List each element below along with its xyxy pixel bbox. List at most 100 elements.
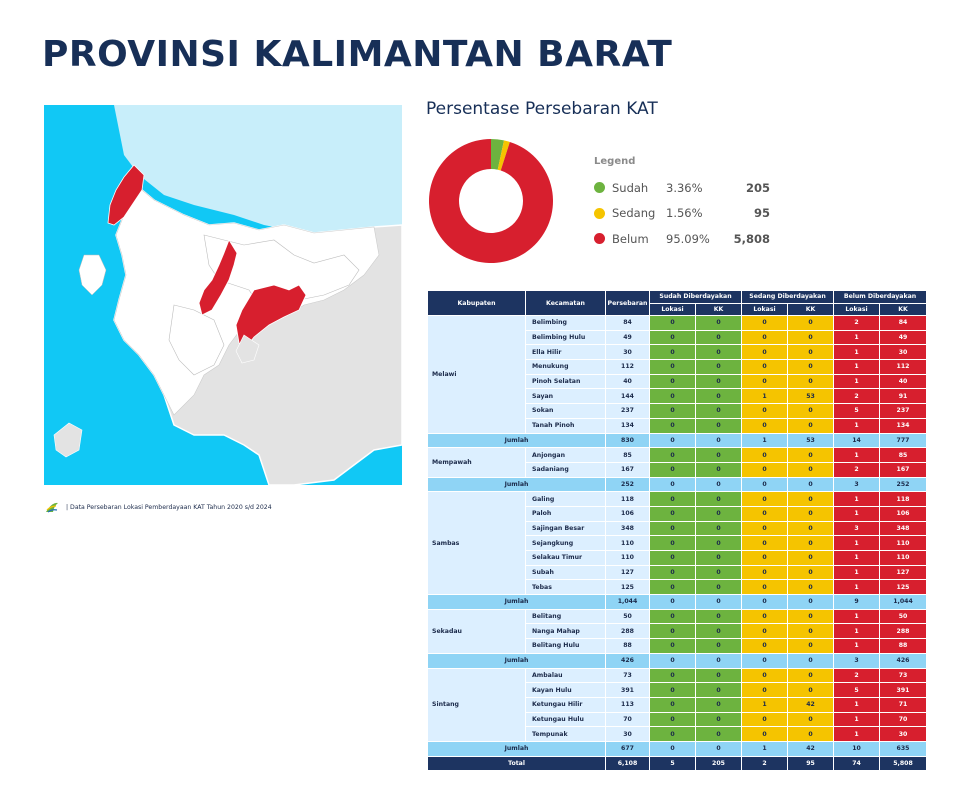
header-kk: KK [787, 302, 834, 316]
value-cell: 30 [605, 344, 650, 361]
jumlah-value: 1,044 [878, 594, 928, 610]
jumlah-value: 3 [833, 476, 880, 493]
value-cell: 1 [833, 359, 880, 375]
jumlah-value: 635 [878, 740, 928, 757]
value-cell: 0 [695, 696, 742, 713]
total-value: 5 [649, 755, 696, 772]
header-kk: KK [695, 302, 742, 316]
value-cell: 30 [605, 726, 650, 742]
value-cell: 0 [649, 359, 696, 375]
value-cell: 134 [878, 417, 928, 434]
table-row: Ella Hilir 30 0 0 0 0 1 30 [428, 344, 928, 361]
header-persebaran: Persebaran [605, 290, 650, 316]
jumlah-row: Jumlah 1,044 0 0 0 0 9 1,044 [427, 594, 928, 610]
kecamatan-cell: Ketungau Hilir [525, 696, 606, 713]
value-cell: 167 [878, 461, 928, 478]
value-cell: 0 [695, 315, 742, 331]
jumlah-value: 0 [741, 476, 788, 493]
legend-kk: 95 [753, 206, 770, 221]
value-cell: 0 [695, 388, 742, 405]
value-cell: 5 [833, 682, 880, 698]
value-cell: 167 [605, 461, 650, 478]
value-cell: 2 [833, 388, 880, 405]
value-cell: 106 [605, 505, 650, 522]
value-cell: 125 [878, 579, 928, 596]
value-cell: 288 [605, 623, 650, 640]
value-cell: 0 [787, 564, 834, 581]
value-cell: 0 [695, 329, 742, 346]
value-cell: 0 [741, 447, 788, 463]
value-cell: 0 [787, 667, 834, 684]
donut-slice-sudah [491, 139, 504, 170]
header-sudah: Sudah Diberdayakan [649, 290, 742, 304]
value-cell: 70 [605, 711, 650, 728]
header-lokasi: Lokasi [649, 302, 696, 316]
value-cell: 5 [833, 403, 880, 419]
kecamatan-cell: Sadaniang [525, 461, 606, 478]
jumlah-value: 1 [741, 740, 788, 757]
kabupaten-cell: Sambas [427, 491, 526, 596]
kecamatan-cell: Pinoh Selatan [525, 373, 606, 390]
light-sea-area [114, 105, 402, 233]
value-cell: 0 [741, 564, 788, 581]
value-cell: 0 [649, 388, 696, 405]
value-cell: 0 [741, 550, 788, 566]
jumlah-value: 3 [833, 652, 880, 669]
value-cell: 0 [695, 505, 742, 522]
value-cell: 1 [833, 491, 880, 507]
value-cell: 0 [695, 447, 742, 463]
jumlah-value: 0 [695, 652, 742, 669]
table-row: Sayan 144 0 0 1 53 2 91 [428, 388, 928, 405]
table-row: Sajingan Besar 348 0 0 0 0 3 348 [428, 520, 928, 537]
jumlah-value: 0 [695, 432, 742, 449]
value-cell: 1 [833, 417, 880, 434]
jumlah-value: 0 [787, 594, 834, 610]
total-label: Total [427, 755, 606, 772]
value-cell: 0 [695, 520, 742, 537]
value-cell: 42 [787, 696, 834, 713]
value-cell: 0 [787, 520, 834, 537]
value-cell: 84 [605, 315, 650, 331]
jumlah-value: 10 [833, 740, 880, 757]
value-cell: 0 [649, 505, 696, 522]
table-row: Belimbing Hulu 49 0 0 0 0 1 49 [428, 329, 928, 346]
table-row: Belitang Hulu 88 0 0 0 0 1 88 [428, 638, 928, 654]
table-row: Sadaniang 167 0 0 0 0 2 167 [428, 461, 928, 478]
value-cell: 71 [878, 696, 928, 713]
value-cell: 0 [649, 403, 696, 419]
value-cell: 30 [878, 344, 928, 361]
value-cell: 1 [833, 373, 880, 390]
legend-dot-icon [594, 233, 605, 245]
value-cell: 0 [695, 608, 742, 625]
kecamatan-cell: Selakau Timur [525, 550, 606, 566]
kecamatan-cell: Menukung [525, 359, 606, 375]
value-cell: 0 [787, 491, 834, 507]
value-cell: 391 [605, 682, 650, 698]
value-cell: 0 [741, 608, 788, 625]
value-cell: 0 [787, 682, 834, 698]
value-cell: 70 [878, 711, 928, 728]
total-value: 95 [787, 755, 834, 772]
total-value: 5,808 [878, 755, 928, 772]
value-cell: 237 [605, 403, 650, 419]
kecamatan-cell: Sayan [525, 388, 606, 405]
value-cell: 85 [878, 447, 928, 463]
donut-slice-sedang [497, 140, 510, 171]
kabupaten-cell: Mempawah [427, 447, 526, 478]
value-cell: 0 [787, 711, 834, 728]
value-cell: 0 [741, 535, 788, 551]
value-cell: 0 [741, 373, 788, 390]
jumlah-value: 0 [787, 476, 834, 493]
jumlah-value: 677 [605, 740, 650, 757]
value-cell: 2 [833, 315, 880, 331]
jumlah-label: Jumlah [427, 740, 606, 757]
jumlah-value: 1,044 [605, 594, 650, 610]
value-cell: 0 [741, 579, 788, 596]
value-cell: 0 [649, 579, 696, 596]
legend-heading: Legend [594, 156, 636, 167]
value-cell: 1 [833, 623, 880, 640]
value-cell: 84 [878, 315, 928, 331]
total-value: 2 [741, 755, 788, 772]
legend-item-sudah: Sudah 3.36% 205 [594, 175, 774, 201]
value-cell: 1 [741, 696, 788, 713]
